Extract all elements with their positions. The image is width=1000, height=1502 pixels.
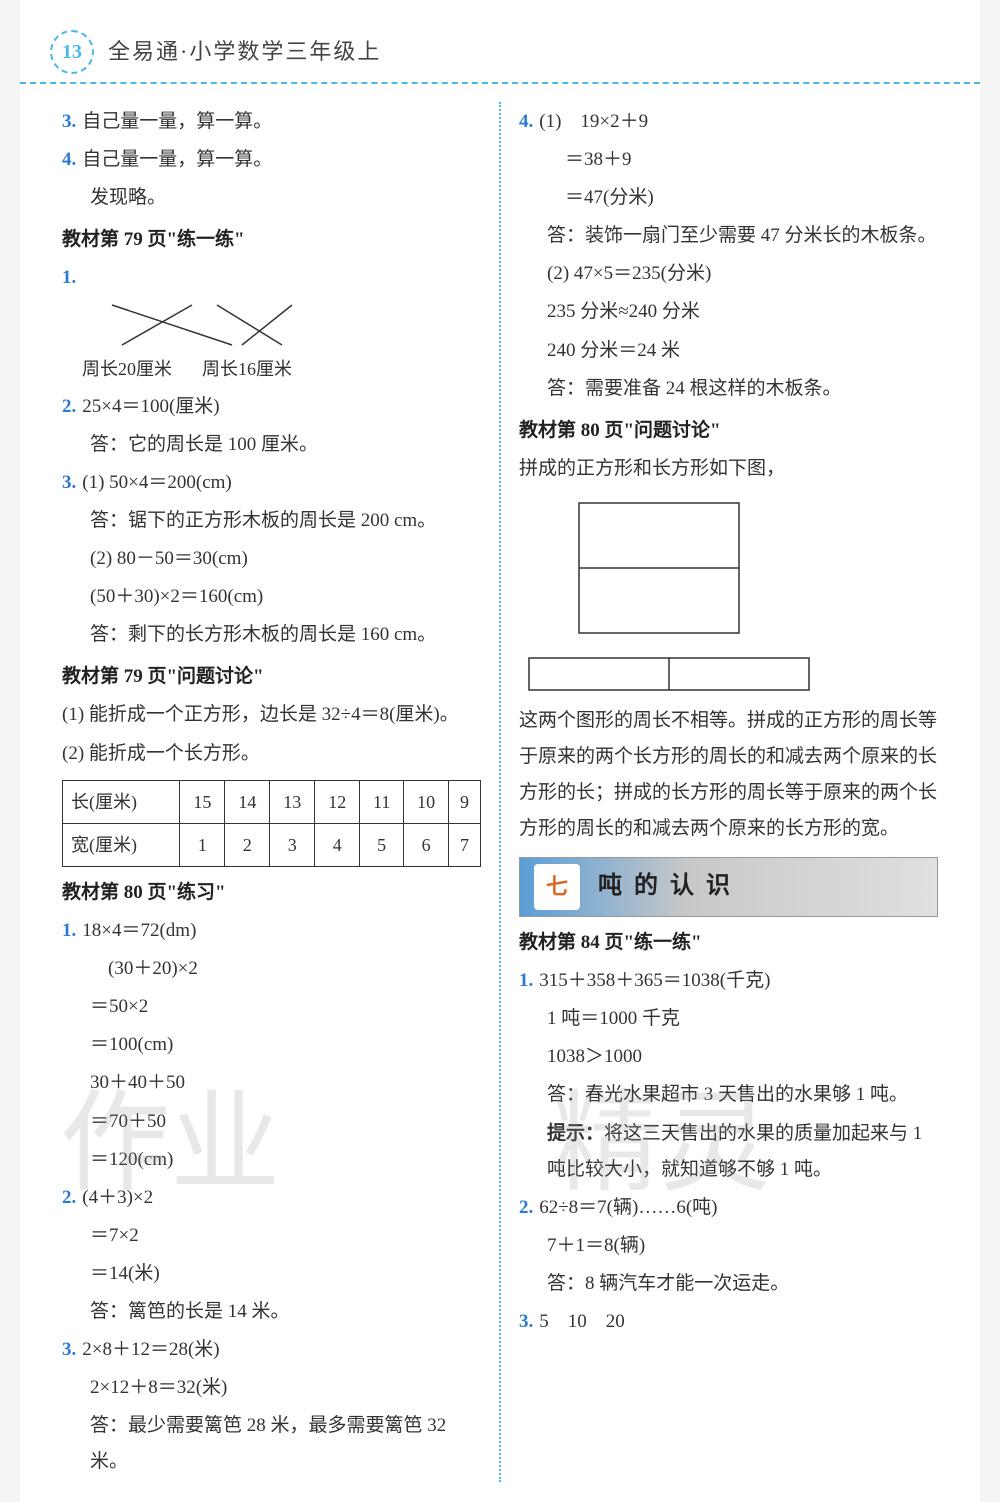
u2-line2: 7＋1＝8(辆) [519,1228,938,1264]
u1-line3: 1038＞1000 [519,1039,938,1075]
shapes-intro: 拼成的正方形和长方形如下图， [519,451,938,487]
section-79-discuss: 教材第 79 页"问题讨论" [62,659,481,695]
page-number-badge: 13 [50,30,94,74]
q4-part1: 4.(1) 19×2＋9 [519,104,938,140]
q4-part2: (2) 47×5＝235(分米) [519,256,938,292]
item-4: 4.自己量一量，算一算。 [62,142,481,178]
u1-line1: 1.315＋358＋365＝1038(千克) [519,963,938,999]
shapes-diagram [519,493,938,693]
content-columns: 3.自己量一量，算一算。 4.自己量一量，算一算。 发现略。 教材第 79 页"… [20,102,980,1482]
u1-hint: 提示：将这三天售出的水果的质量加起来与 1 吨比较大小，就知道够不够 1 吨。 [519,1116,938,1188]
p1-line7: ＝120(cm) [62,1142,481,1178]
label-16cm: 周长16厘米 [202,352,292,386]
item-2: 2.25×4＝100(厘米) [62,389,481,425]
p3-line2: 2×12＋8＝32(米) [62,1370,481,1406]
u2-answer: 答：8 辆汽车才能一次运走。 [519,1266,938,1302]
q4-step4: 240 分米＝24 米 [519,333,938,369]
length-width-table: 长(厘米)1514131211109 宽(厘米)1234567 [62,780,481,867]
discuss-2: (2) 能折成一个长方形。 [62,736,481,772]
table-row: 宽(厘米)1234567 [63,823,481,866]
item-2-answer: 答：它的周长是 100 厘米。 [62,427,481,463]
p2-line2: ＝7×2 [62,1218,481,1254]
section-79-lianlian: 教材第 79 页"练一练" [62,222,481,258]
section-80-discuss: 教材第 80 页"问题讨论" [519,413,938,449]
page-header: 13 全易通·小学数学三年级上 [20,30,980,84]
p1-line1: 1.18×4＝72(dm) [62,913,481,949]
unit-number: 七 [534,864,580,910]
table-row: 长(厘米)1514131211109 [63,780,481,823]
book-title: 全易通·小学数学三年级上 [108,31,381,73]
item-1: 1. [62,260,481,296]
shapes-explanation: 这两个图形的周长不相等。拼成的正方形的周长等于原来的两个长方形的周长的和减去两个… [519,703,938,847]
p2-answer: 答：篱笆的长是 14 米。 [62,1294,481,1330]
u1-answer: 答：春光水果超市 3 天售出的水果够 1 吨。 [519,1077,938,1113]
u1-line2: 1 吨＝1000 千克 [519,1001,938,1037]
q4-ans1: 答：装饰一扇门至少需要 47 分米长的木板条。 [519,218,938,254]
p2-line1: 2.(4＋3)×2 [62,1180,481,1216]
item-3-calc2: (50＋30)×2＝160(cm) [62,579,481,615]
p1-line3: ＝50×2 [62,989,481,1025]
section-84-lianlian: 教材第 84 页"练一练" [519,925,938,961]
u2-line1: 2.62÷8＝7(辆)……6(吨) [519,1190,938,1226]
item-3-calc: 3.(1) 50×4＝200(cm) [62,465,481,501]
p1-line4: ＝100(cm) [62,1027,481,1063]
right-column: 4.(1) 19×2＋9 ＝38＋9 ＝47(分米) 答：装饰一扇门至少需要 4… [501,102,950,1482]
q4-step2: ＝47(分米) [519,180,938,216]
left-column: 3.自己量一量，算一算。 4.自己量一量，算一算。 发现略。 教材第 79 页"… [50,102,501,1482]
item-4-note: 发现略。 [62,180,481,216]
p2-line3: ＝14(米) [62,1256,481,1292]
item-3: 3.自己量一量，算一算。 [62,104,481,140]
item-3-ans2: 答：剩下的长方形木板的周长是 160 cm。 [62,617,481,653]
q4-step1: ＝38＋9 [519,142,938,178]
section-80-practice: 教材第 80 页"练习" [62,875,481,911]
matching-diagram [82,300,342,350]
p1-line2: (30＋20)×2 [62,951,481,987]
p1-line5: 30＋40＋50 [62,1065,481,1101]
unit-title: 吨的认识 [598,864,742,910]
label-20cm: 周长20厘米 [82,352,172,386]
matching-labels: 周长20厘米 周长16厘米 [62,352,481,386]
unit-7-header: 七 吨的认识 [519,857,938,917]
page-container: 作业 精灵 13 全易通·小学数学三年级上 3.自己量一量，算一算。 4.自己量… [20,0,980,1502]
u3: 3.5 10 20 [519,1304,938,1340]
item-3-ans1: 答：锯下的正方形木板的周长是 200 cm。 [62,503,481,539]
discuss-1: (1) 能折成一个正方形，边长是 32÷4＝8(厘米)。 [62,697,481,733]
item-3-part2: (2) 80－50＝30(cm) [62,541,481,577]
p3-line1: 3.2×8＋12＝28(米) [62,1332,481,1368]
p1-line6: ＝70＋50 [62,1104,481,1140]
q4-ans2: 答：需要准备 24 根这样的木板条。 [519,371,938,407]
q4-step3: 235 分米≈240 分米 [519,294,938,330]
